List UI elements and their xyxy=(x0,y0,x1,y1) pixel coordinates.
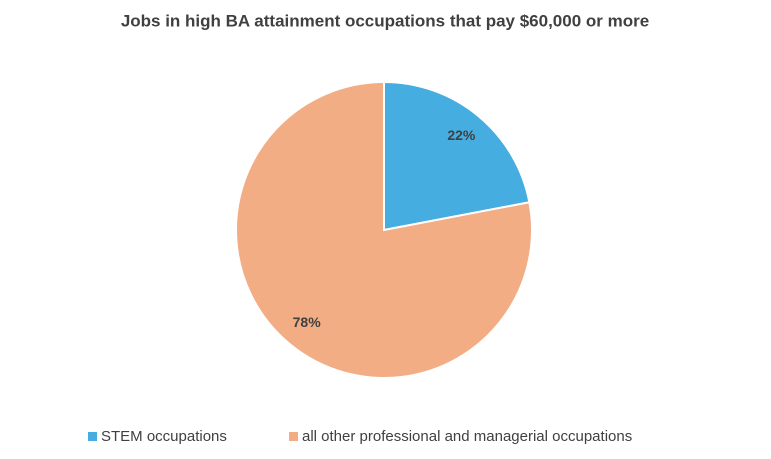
legend-label: all other professional and managerial oc… xyxy=(302,428,632,445)
data-label: 22% xyxy=(447,127,476,143)
pie-slice xyxy=(235,80,533,379)
legend-label: STEM occupations xyxy=(101,428,227,445)
data-label: 78% xyxy=(293,314,322,330)
legend-swatch xyxy=(289,432,298,441)
chart-title: Jobs in high BA attainment occupations t… xyxy=(121,11,649,30)
legend-swatch xyxy=(88,432,97,441)
pie-slice xyxy=(383,80,531,232)
